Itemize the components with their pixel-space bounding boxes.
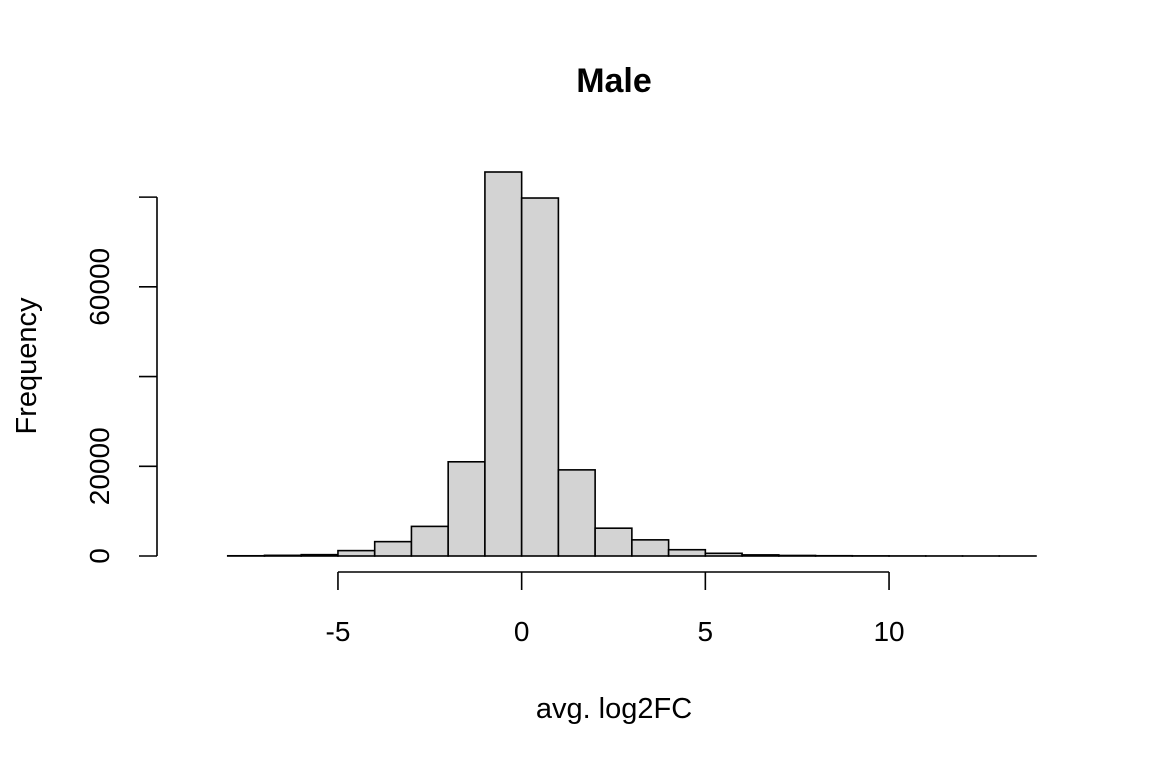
x-tick-label: -5 (326, 616, 351, 647)
histogram-bar (741, 554, 780, 557)
histogram-bar (594, 527, 633, 557)
x-axis-label: avg. log2FC (536, 693, 692, 725)
histogram-bar (557, 469, 596, 557)
y-tick-label: 60000 (84, 248, 115, 326)
histogram-bar (484, 171, 523, 557)
histogram-bar (447, 460, 486, 557)
histogram-bar (337, 549, 376, 557)
y-tick-label: 0 (84, 548, 115, 564)
x-tick-label: 0 (514, 616, 530, 647)
histogram-bars (226, 171, 1037, 557)
histogram-bar (373, 540, 413, 557)
histogram-bar (300, 553, 339, 557)
histogram-bar (667, 548, 707, 557)
histogram-bar (410, 525, 449, 557)
histogram-bar (263, 554, 303, 557)
histogram-bar (631, 539, 670, 557)
histogram-bar (520, 197, 560, 557)
histogram-bar (704, 552, 743, 557)
x-tick-label: 5 (698, 616, 714, 647)
y-axis-label: Frequency (11, 297, 43, 435)
chart-title: Male (576, 62, 652, 100)
y-axis: 0 20000 60000 (84, 196, 158, 564)
x-tick-label: 10 (873, 616, 904, 647)
x-axis: -5 0 5 10 (326, 571, 905, 647)
histogram-bar (778, 554, 817, 557)
y-tick-label: 20000 (84, 427, 115, 505)
